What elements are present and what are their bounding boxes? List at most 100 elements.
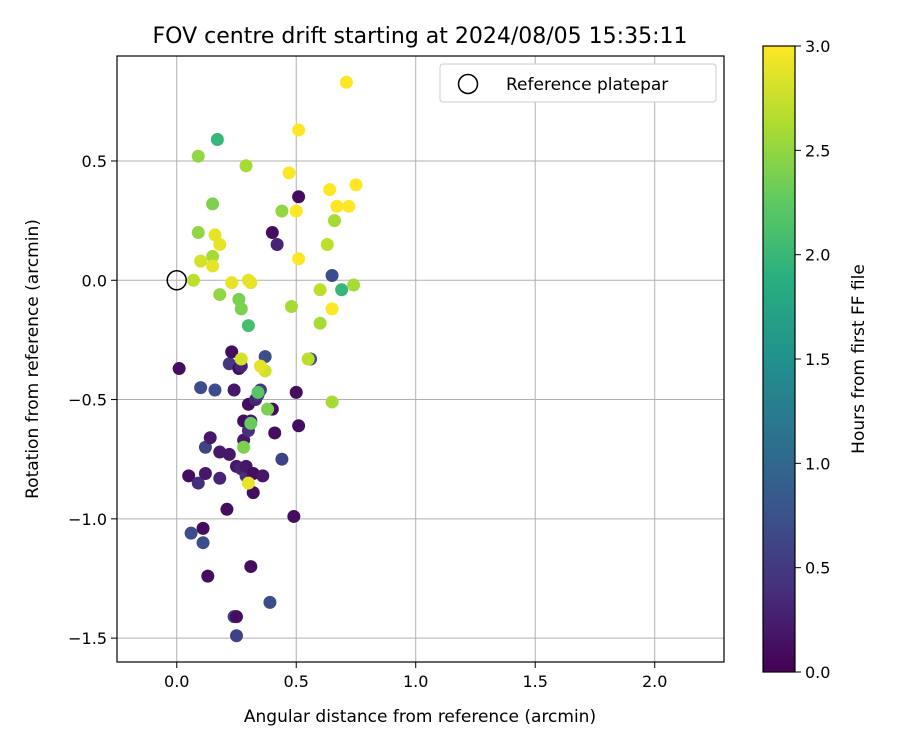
data-point — [210, 133, 224, 147]
data-point — [325, 268, 339, 282]
data-point — [292, 252, 306, 266]
data-point — [222, 447, 236, 461]
data-point — [268, 426, 282, 440]
data-point — [198, 467, 212, 481]
data-point — [237, 440, 251, 454]
data-point — [196, 521, 210, 535]
data-point — [270, 237, 284, 251]
legend-entry-label: Reference platepar — [506, 75, 668, 95]
data-point — [234, 352, 248, 366]
data-point — [196, 536, 210, 550]
y-tick-label: −0.5 — [68, 391, 107, 410]
plot-frame — [116, 55, 725, 663]
data-point — [342, 199, 356, 213]
x-tick-label: 0.5 — [284, 672, 309, 691]
x-axis-label: Angular distance from reference (arcmin) — [244, 707, 596, 727]
data-point — [349, 178, 363, 192]
colorbar-tick-label: 0.0 — [805, 663, 830, 682]
data-point — [229, 629, 243, 643]
legend-marker-icon — [457, 73, 479, 95]
data-point — [241, 476, 255, 490]
colorbar-ticks: 0.0 0.5 1.0 1.5 2.0 2.5 3.0 — [795, 37, 830, 682]
data-point — [335, 283, 349, 297]
data-point — [323, 183, 337, 197]
reference-point-marker — [166, 270, 187, 291]
data-point — [244, 416, 258, 430]
data-point — [253, 359, 267, 373]
data-point — [213, 288, 227, 302]
data-point — [292, 419, 306, 433]
data-point — [201, 569, 215, 583]
data-point — [206, 197, 220, 211]
data-point — [184, 526, 198, 540]
colorbar: 0.0 0.5 1.0 1.5 2.0 2.5 3.0 Hours from first F… — [762, 37, 869, 682]
y-axis-label: Rotation from reference (arcmin) — [23, 219, 43, 499]
data-point — [227, 383, 241, 397]
data-point — [241, 319, 255, 333]
data-point — [239, 159, 253, 173]
data-point — [289, 385, 303, 399]
data-point — [339, 75, 353, 89]
data-point — [313, 283, 327, 297]
data-point — [282, 166, 296, 180]
data-point — [244, 560, 258, 574]
x-tick-label: 1.5 — [522, 672, 547, 691]
data-point — [186, 273, 200, 287]
data-point — [206, 249, 220, 263]
data-point — [284, 300, 298, 314]
y-axis-ticks: 0.5 0.0 −0.5 −1.0 −1.5 — [68, 152, 117, 648]
data-point — [263, 595, 277, 609]
data-points — [172, 75, 363, 643]
data-point — [301, 352, 315, 366]
data-point — [275, 204, 289, 218]
chart-title: FOV centre drift starting at 2024/08/05 … — [153, 24, 688, 49]
data-point — [191, 476, 205, 490]
data-point — [313, 316, 327, 330]
data-point — [213, 471, 227, 485]
data-point — [194, 254, 208, 268]
colorbar-tick-label: 1.0 — [805, 454, 830, 473]
data-point — [251, 385, 265, 399]
data-point — [220, 502, 234, 516]
x-axis-ticks: 0.0 0.5 1.0 1.5 2.0 — [164, 662, 667, 691]
data-point — [229, 610, 243, 624]
data-point — [203, 431, 217, 445]
data-point — [327, 214, 341, 228]
data-point — [182, 469, 196, 483]
data-point — [287, 509, 301, 523]
data-point — [244, 276, 258, 290]
data-point — [289, 204, 303, 218]
x-tick-label: 2.0 — [642, 672, 667, 691]
colorbar-tick-label: 2.5 — [805, 141, 830, 160]
data-point — [292, 123, 306, 137]
legend: Reference platepar — [439, 63, 717, 103]
data-point — [325, 395, 339, 409]
data-point — [347, 278, 361, 292]
y-tick-label: −1.5 — [68, 629, 107, 648]
data-point — [194, 381, 208, 395]
data-point — [320, 237, 334, 251]
y-tick-label: −1.0 — [68, 510, 107, 529]
y-tick-label: 0.5 — [82, 152, 107, 171]
colorbar-tick-label: 1.5 — [805, 350, 830, 369]
data-point — [265, 226, 279, 240]
data-point — [208, 383, 222, 397]
data-point — [191, 226, 205, 240]
colorbar-label: Hours from first FF file — [849, 264, 869, 454]
data-point — [256, 469, 270, 483]
data-point — [261, 402, 275, 416]
y-tick-label: 0.0 — [82, 271, 107, 290]
grid-lines — [117, 56, 724, 662]
data-point — [225, 345, 239, 359]
colorbar-tick-label: 3.0 — [805, 37, 830, 56]
data-point — [330, 199, 344, 213]
data-point — [325, 302, 339, 316]
data-point — [213, 237, 227, 251]
data-point — [234, 302, 248, 316]
data-point — [275, 452, 289, 466]
legend-box — [439, 63, 717, 103]
data-point — [206, 259, 220, 273]
data-point — [172, 362, 186, 376]
data-point — [225, 276, 239, 290]
